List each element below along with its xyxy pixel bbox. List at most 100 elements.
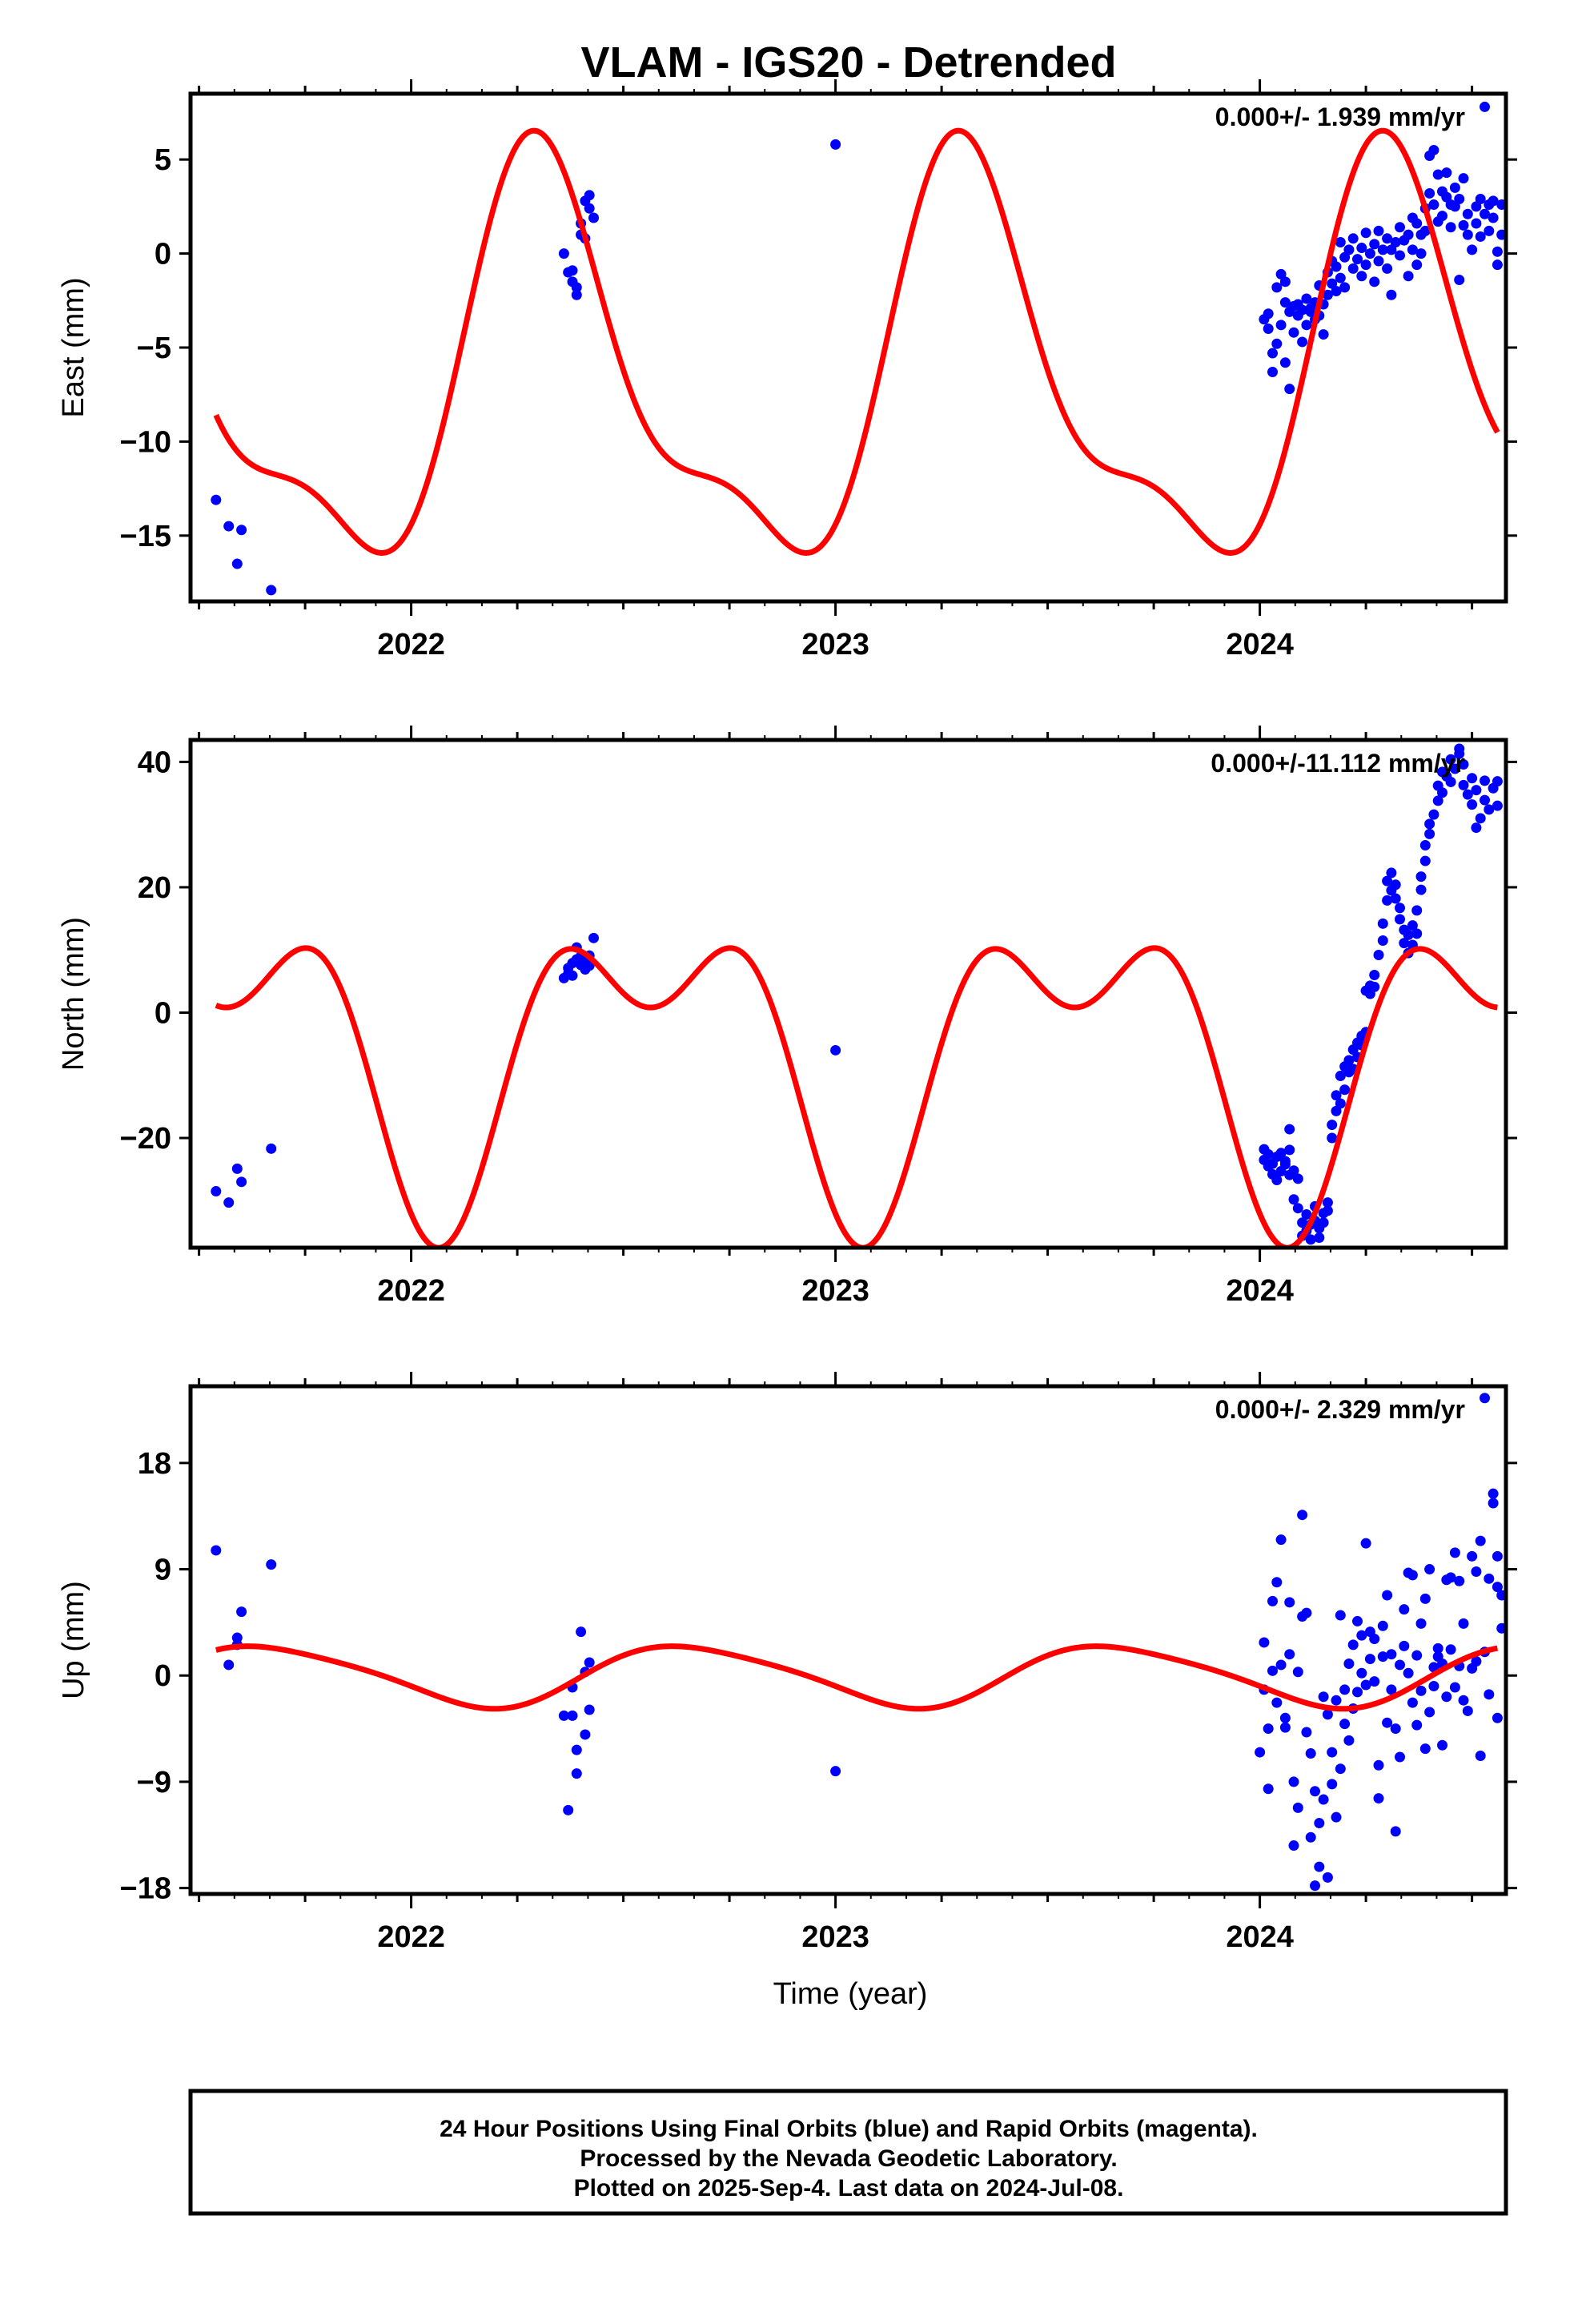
north-data-point: [1271, 1174, 1283, 1185]
up-data-point: [1343, 1735, 1355, 1746]
east-data-point: [1390, 237, 1401, 248]
up-ytick-label: −9: [137, 1766, 171, 1799]
up-data-point: [1496, 1622, 1506, 1634]
up-data-point: [1339, 1719, 1351, 1730]
up-data-point: [1445, 1572, 1456, 1583]
east-data-point: [1480, 101, 1490, 112]
up-data-point: [1259, 1637, 1270, 1648]
footer-line-1: 24 Hour Positions Using Final Orbits (bl…: [440, 2116, 1258, 2142]
east-data-point: [1395, 222, 1405, 233]
east-data-point: [1297, 336, 1308, 348]
up-data-point: [1377, 1620, 1388, 1631]
east-data-point: [1335, 272, 1346, 283]
up-plot-frame: [188, 1384, 1508, 1896]
up-data-point: [571, 1768, 582, 1779]
up-data-point: [1352, 1615, 1363, 1626]
north-data-point: [1369, 981, 1380, 992]
north-data-point: [1484, 804, 1495, 815]
north-data-point: [1467, 799, 1478, 810]
east-data-point: [1271, 338, 1283, 349]
up-data-point: [1310, 1786, 1320, 1797]
up-model-curve: [215, 1643, 1500, 1712]
up-data-point: [576, 1626, 587, 1638]
north-data-point: [830, 1044, 841, 1055]
north-data-point: [1331, 1090, 1342, 1101]
north-data-point: [1424, 828, 1435, 839]
north-data-point: [1369, 970, 1380, 981]
east-data-point: [1475, 231, 1486, 242]
east-xtick-label: 2024: [1226, 628, 1294, 661]
up-data-point: [1424, 1564, 1435, 1575]
east-data-point: [588, 212, 599, 223]
north-data-point: [1415, 871, 1427, 883]
east-data-point: [1284, 384, 1295, 395]
east-xtick-label: 2023: [801, 628, 869, 661]
up-data-point: [1395, 1751, 1405, 1763]
north-data-point: [1428, 809, 1439, 820]
north-data-point: [1322, 1197, 1333, 1208]
east-data-point: [1352, 254, 1363, 265]
up-data-point: [1356, 1630, 1367, 1641]
up-data-point: [1390, 1723, 1401, 1735]
up-data-point: [1356, 1667, 1367, 1679]
up-data-point: [1458, 1695, 1469, 1706]
north-data-point: [1492, 776, 1503, 787]
east-data-point: [1496, 199, 1506, 211]
up-data-point: [1390, 1826, 1401, 1837]
footer-line-3: Plotted on 2025-Sep-4. Last data on 2024…: [574, 2175, 1124, 2201]
up-data-point: [1284, 1649, 1295, 1660]
east-data-point: [1437, 211, 1447, 222]
east-data-point: [1382, 263, 1393, 274]
north-data-point: [567, 970, 578, 981]
east-data-point: [1297, 304, 1308, 316]
up-data-point: [1382, 1590, 1393, 1601]
east-data-point: [830, 139, 841, 150]
east-data-point: [1424, 187, 1435, 199]
north-data-point: [1437, 787, 1447, 798]
up-data-point: [1339, 1684, 1351, 1695]
north-data-point: [1480, 794, 1490, 806]
east-xtick-label: 2022: [377, 628, 445, 661]
east-data-point: [571, 282, 582, 293]
north-xtick-label: 2022: [377, 1274, 445, 1308]
up-data-point: [580, 1729, 591, 1740]
east-data-point: [1458, 173, 1469, 184]
up-data-point: [1411, 1719, 1423, 1731]
north-data-point: [1471, 822, 1482, 834]
up-data-point: [1288, 1776, 1299, 1787]
up-data-point: [1335, 1610, 1346, 1621]
north-ytick-label: 0: [155, 996, 171, 1030]
up-data-point: [1369, 1634, 1380, 1645]
up-data-point: [1403, 1667, 1414, 1679]
up-data-point: [1496, 1590, 1506, 1601]
up-data-point: [1352, 1687, 1363, 1698]
north-data-point: [1284, 1144, 1295, 1156]
east-data-point: [266, 585, 277, 596]
up-data-point: [1305, 1748, 1316, 1759]
east-data-point: [1279, 276, 1291, 287]
up-data-point: [1419, 1743, 1431, 1755]
north-data-point: [1467, 773, 1478, 784]
up-data-point: [1255, 1747, 1266, 1758]
up-data-point: [1318, 1794, 1329, 1805]
up-data-point: [1488, 1498, 1499, 1509]
up-data-point: [1288, 1840, 1299, 1852]
footer-line-2: Processed by the Nevada Geodetic Laborat…: [580, 2145, 1117, 2172]
east-ytick-label: 0: [155, 238, 171, 271]
north-xtick-label: 2024: [1226, 1274, 1294, 1308]
east-ylabel: East (mm): [57, 277, 90, 417]
up-data-point: [1382, 1717, 1393, 1728]
up-data-point: [1445, 1644, 1456, 1655]
east-data-point: [1356, 243, 1367, 254]
north-data-point: [1395, 914, 1405, 925]
east-data-point: [1318, 329, 1329, 340]
east-data-point: [584, 190, 595, 201]
up-data-point: [1492, 1550, 1503, 1562]
east-data-point: [1480, 208, 1490, 219]
east-data-point: [1356, 271, 1367, 282]
north-ylabel: North (mm): [57, 917, 90, 1071]
east-data-point: [1347, 263, 1359, 274]
north-data-point: [1292, 1173, 1303, 1184]
east-data-point: [1331, 261, 1342, 272]
